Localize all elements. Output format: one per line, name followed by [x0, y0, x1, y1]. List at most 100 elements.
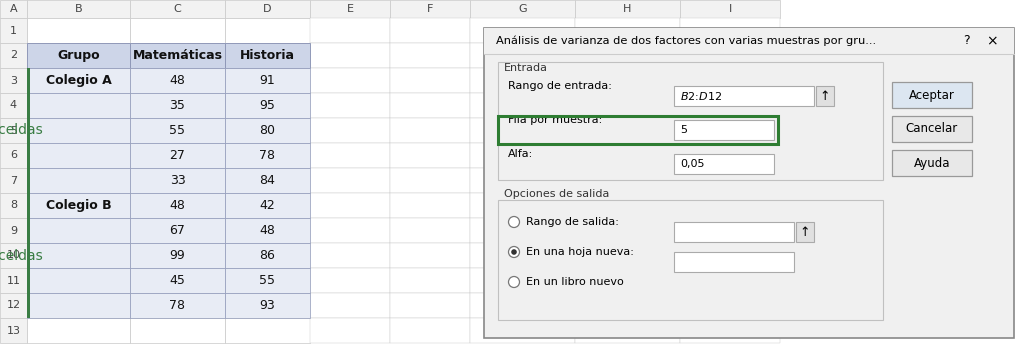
Bar: [484, 28, 1014, 338]
Bar: [0, 318, 27, 343]
Text: Rango de salida:: Rango de salida:: [526, 217, 619, 227]
Bar: [0, 18, 27, 43]
Bar: [674, 86, 814, 106]
Bar: [470, 193, 575, 218]
Text: Grupo: Grupo: [57, 49, 100, 62]
Bar: [225, 0, 310, 18]
Bar: [225, 18, 310, 43]
Bar: [680, 193, 780, 218]
Text: Entrada: Entrada: [504, 63, 548, 73]
Text: Opciones de salida: Opciones de salida: [504, 189, 610, 199]
Bar: [892, 116, 972, 142]
Bar: [575, 293, 680, 318]
Bar: [27, 218, 130, 243]
Bar: [390, 243, 470, 268]
Bar: [225, 43, 310, 68]
Bar: [470, 43, 575, 68]
Bar: [0, 118, 27, 143]
Bar: [225, 93, 310, 118]
Bar: [27, 68, 30, 193]
Text: 45: 45: [170, 274, 185, 287]
Text: 11: 11: [6, 276, 20, 286]
Bar: [0, 143, 27, 168]
Bar: [130, 143, 225, 168]
Bar: [0, 0, 27, 18]
Bar: [674, 120, 774, 140]
Text: Rango de entrada:: Rango de entrada:: [508, 81, 612, 91]
Text: 12: 12: [6, 300, 20, 310]
Bar: [680, 293, 780, 318]
Bar: [225, 143, 310, 168]
Text: 95: 95: [260, 99, 275, 112]
Bar: [130, 68, 225, 93]
Bar: [225, 293, 310, 318]
Text: 48: 48: [170, 74, 185, 87]
Bar: [674, 154, 774, 174]
Bar: [310, 118, 390, 143]
Bar: [0, 93, 27, 118]
Bar: [27, 93, 130, 118]
Bar: [0, 268, 27, 293]
Bar: [470, 293, 575, 318]
Text: 1: 1: [10, 26, 17, 36]
Bar: [390, 18, 470, 43]
Bar: [575, 243, 680, 268]
Text: 86: 86: [260, 249, 275, 262]
Text: B: B: [75, 4, 82, 14]
Text: 13: 13: [6, 325, 20, 335]
Bar: [27, 68, 130, 93]
Bar: [310, 0, 390, 18]
Bar: [130, 168, 225, 193]
Bar: [470, 318, 575, 343]
Text: Cancelar: Cancelar: [906, 122, 959, 136]
Text: ↑: ↑: [800, 225, 810, 239]
Bar: [0, 243, 27, 268]
Bar: [498, 62, 883, 180]
Bar: [310, 168, 390, 193]
Bar: [0, 168, 27, 193]
Text: 2: 2: [10, 51, 17, 61]
Bar: [680, 0, 780, 18]
Bar: [575, 118, 680, 143]
Bar: [470, 218, 575, 243]
Text: 6: 6: [10, 151, 17, 161]
Bar: [575, 0, 680, 18]
Text: 0,05: 0,05: [680, 159, 705, 169]
Bar: [892, 150, 972, 176]
Bar: [27, 0, 130, 18]
Bar: [470, 18, 575, 43]
Bar: [892, 82, 972, 108]
Bar: [390, 68, 470, 93]
Bar: [310, 43, 390, 68]
Bar: [390, 293, 470, 318]
Text: D: D: [263, 4, 272, 14]
Bar: [27, 243, 130, 268]
Text: F: F: [427, 4, 433, 14]
Bar: [225, 193, 310, 218]
Bar: [310, 268, 390, 293]
Text: 4: 4: [10, 100, 17, 110]
Bar: [680, 93, 780, 118]
Bar: [310, 218, 390, 243]
Text: Colegio B: Colegio B: [46, 199, 112, 212]
Bar: [680, 18, 780, 43]
Text: ?: ?: [963, 35, 970, 47]
Bar: [130, 243, 225, 268]
Bar: [310, 193, 390, 218]
Text: 67: 67: [170, 224, 185, 237]
Bar: [225, 218, 310, 243]
Circle shape: [512, 249, 517, 255]
Bar: [225, 268, 310, 293]
Circle shape: [508, 277, 520, 288]
Bar: [680, 268, 780, 293]
Text: 78: 78: [260, 149, 275, 162]
Bar: [27, 318, 130, 343]
Bar: [130, 193, 225, 218]
Text: 55: 55: [260, 274, 275, 287]
Bar: [470, 118, 575, 143]
Text: C: C: [174, 4, 181, 14]
Bar: [680, 68, 780, 93]
Bar: [27, 18, 130, 43]
Bar: [27, 168, 130, 193]
Bar: [130, 218, 225, 243]
